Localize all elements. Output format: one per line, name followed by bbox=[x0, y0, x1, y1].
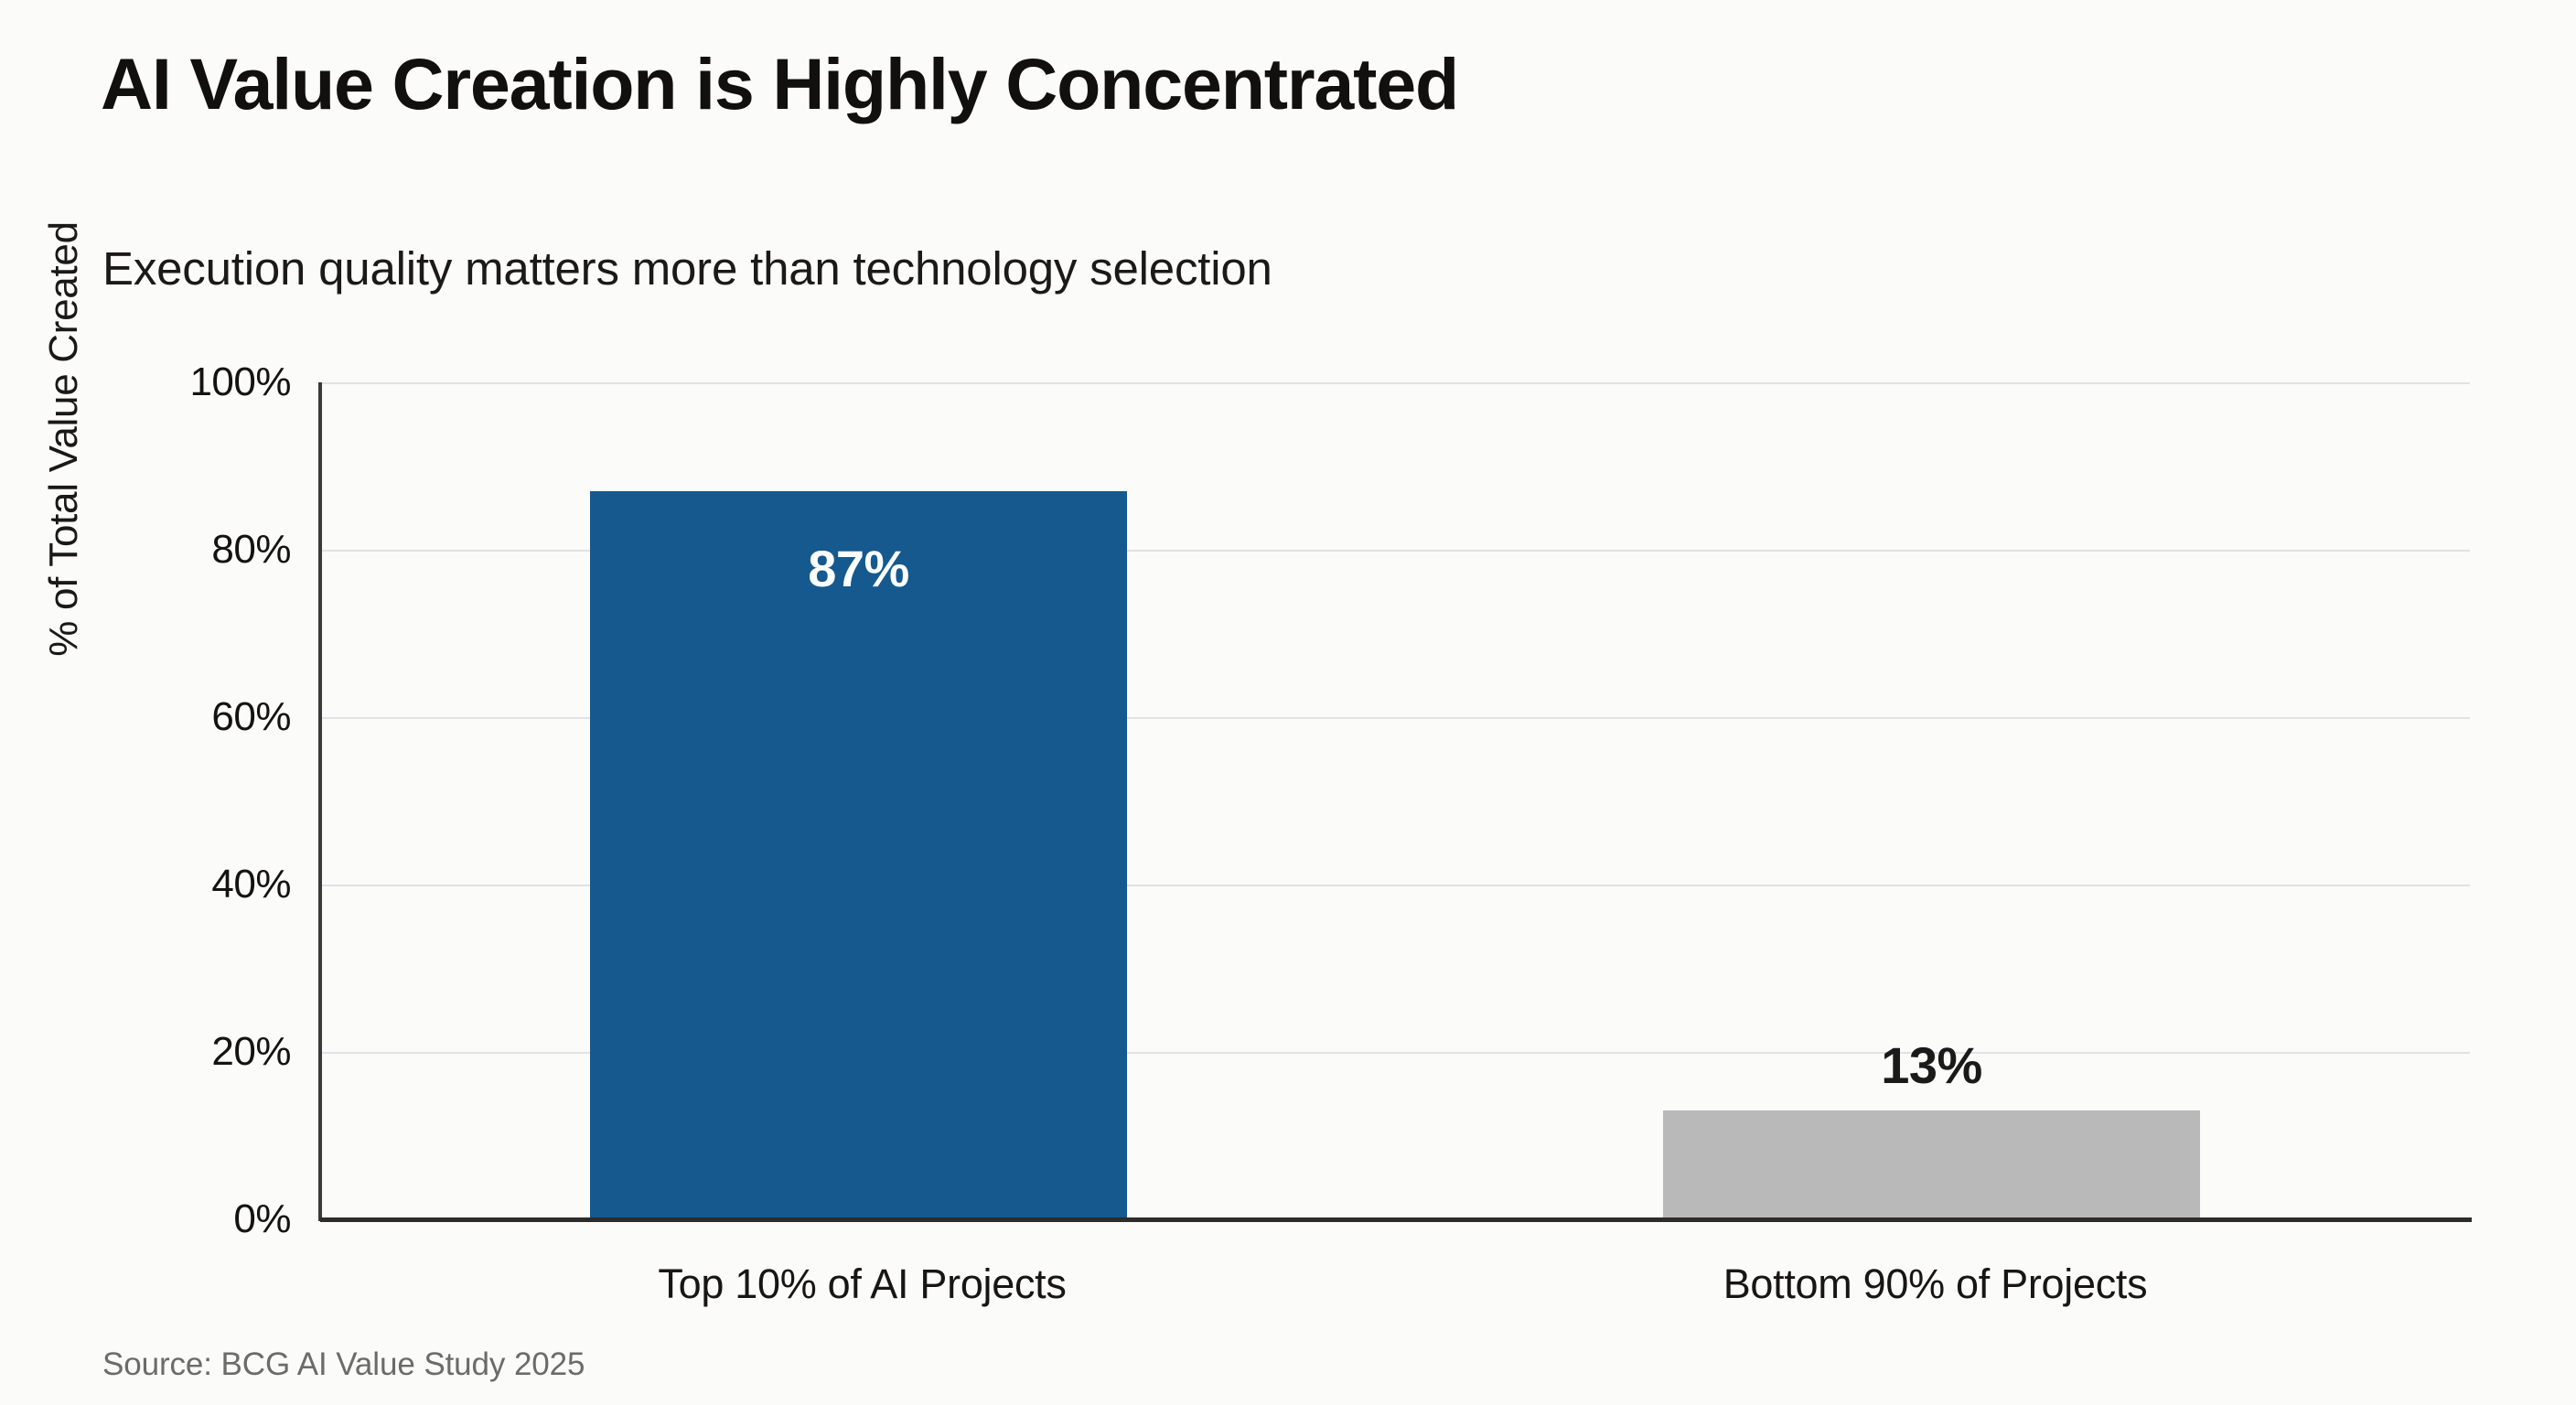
plot-area: 87% 13% bbox=[320, 382, 2470, 1221]
y-axis-tick-label: 0% bbox=[233, 1196, 291, 1241]
y-axis-tick-labels: 0% 20% 40% 60% 80% 100% bbox=[71, 359, 291, 1241]
bar[interactable]: 87% bbox=[590, 490, 1127, 1219]
y-axis-tick-label: 60% bbox=[211, 694, 291, 739]
gridline bbox=[320, 382, 2470, 384]
page-subtitle: Execution quality matters more than tech… bbox=[102, 242, 1272, 295]
x-axis-category-label: Bottom 90% of Projects bbox=[1723, 1260, 2148, 1307]
y-axis-line bbox=[318, 382, 322, 1221]
bar-value-label: 87% bbox=[808, 539, 909, 597]
x-axis-category-label: Top 10% of AI Projects bbox=[658, 1260, 1067, 1307]
page-title: AI Value Creation is Highly Concentrated bbox=[101, 43, 1459, 124]
y-axis-tick-label: 40% bbox=[211, 862, 291, 906]
bar-value-label: 13% bbox=[1881, 1036, 1982, 1095]
gridline bbox=[320, 1052, 2470, 1054]
bar[interactable]: 13% bbox=[1663, 1036, 2200, 1219]
y-axis-tick-label: 20% bbox=[211, 1029, 291, 1074]
gridline bbox=[320, 550, 2470, 552]
y-axis-tick-label: 80% bbox=[211, 527, 291, 572]
y-axis-tick-label: 100% bbox=[189, 359, 291, 404]
gridline bbox=[320, 885, 2470, 886]
x-axis-line bbox=[320, 1217, 2472, 1222]
gridline bbox=[320, 717, 2470, 719]
source-note: Source: BCG AI Value Study 2025 bbox=[102, 1346, 585, 1382]
